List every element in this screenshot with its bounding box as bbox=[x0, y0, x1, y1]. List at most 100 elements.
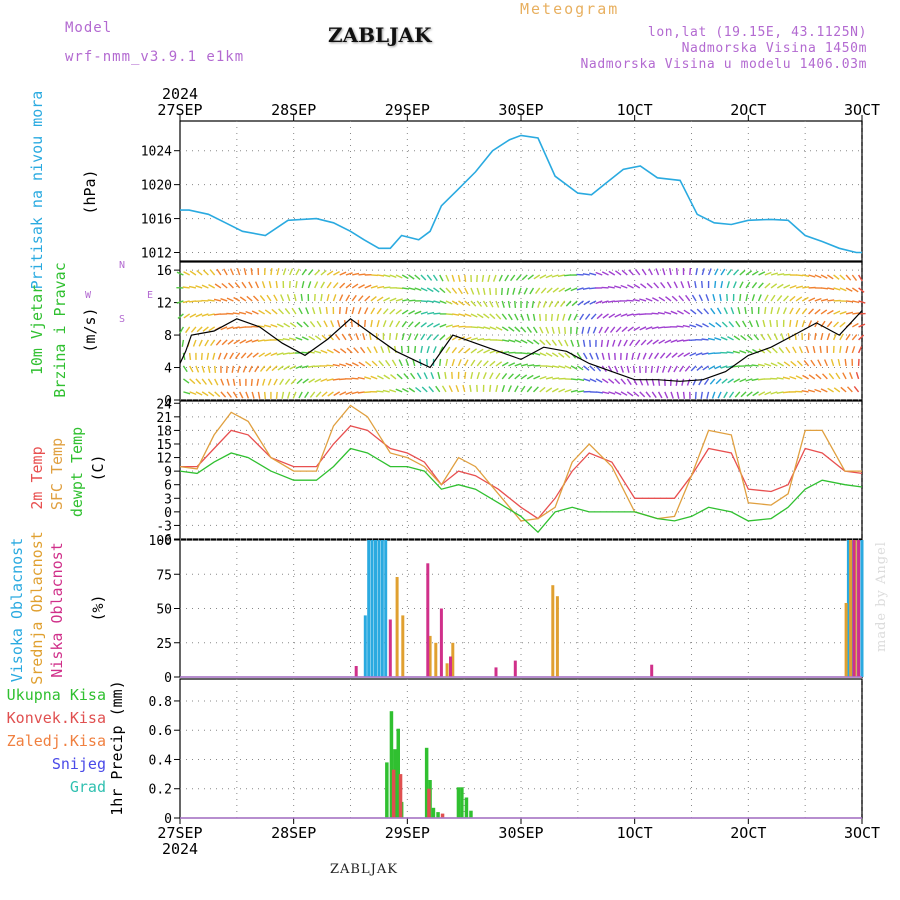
wind-barb bbox=[364, 361, 372, 367]
precip-bar bbox=[456, 787, 461, 818]
watermark: made by Angel bbox=[874, 541, 889, 652]
wind-barb bbox=[420, 274, 427, 281]
wind-barb bbox=[364, 376, 372, 380]
wind-barb bbox=[835, 372, 841, 380]
wind-barb bbox=[289, 365, 297, 370]
wind-barb bbox=[789, 284, 797, 289]
precip-legend-4: Grad bbox=[70, 778, 106, 796]
wind-barb bbox=[383, 297, 391, 302]
wind-barb bbox=[220, 326, 228, 331]
wind-barb bbox=[632, 313, 640, 316]
wind-barb bbox=[320, 349, 328, 354]
wind-barb bbox=[420, 322, 427, 328]
precip-bar bbox=[385, 762, 389, 818]
wind-barb bbox=[684, 365, 691, 372]
wind-barb bbox=[514, 339, 522, 344]
wind-barb bbox=[789, 319, 792, 328]
wind-barb bbox=[458, 325, 466, 328]
precip-frame bbox=[179, 678, 863, 819]
wind-barb bbox=[564, 274, 572, 277]
wind-barb bbox=[477, 326, 485, 329]
wind-barb bbox=[451, 274, 455, 282]
wind-barb bbox=[520, 374, 528, 380]
wind-barb bbox=[735, 320, 741, 328]
wind-barb bbox=[659, 352, 666, 359]
top-xtick-label: 27SEP bbox=[157, 101, 202, 119]
wind-barb bbox=[614, 313, 622, 318]
precip-ytick-label: 0.8 bbox=[149, 695, 172, 710]
wind-barb bbox=[751, 378, 759, 382]
wind-barb bbox=[714, 268, 719, 276]
wind-barb bbox=[464, 274, 467, 282]
wind-barb bbox=[326, 294, 330, 302]
wind-barb bbox=[805, 346, 810, 354]
wind-barb bbox=[402, 298, 410, 302]
wind-barb bbox=[609, 326, 616, 333]
wind-barb bbox=[189, 365, 194, 373]
wind-barb bbox=[507, 300, 511, 308]
wind-barb bbox=[608, 270, 616, 276]
wind-barb bbox=[826, 321, 833, 328]
wind-dir-e: E bbox=[147, 290, 153, 301]
wind-barb bbox=[685, 294, 691, 302]
wind-barb bbox=[614, 391, 622, 396]
wind-barb bbox=[858, 287, 865, 293]
wind-barb bbox=[739, 378, 747, 383]
temp-2m-title: 2m Temp bbox=[28, 446, 46, 509]
wind-barb bbox=[557, 339, 563, 347]
wind-barb bbox=[464, 347, 471, 354]
wind-barb bbox=[332, 378, 340, 381]
wind-barb bbox=[395, 274, 403, 279]
wind-barb bbox=[676, 339, 684, 343]
wind-barb bbox=[548, 300, 553, 308]
wind-barb bbox=[213, 298, 222, 302]
wind-barb bbox=[382, 320, 387, 328]
wind-barb bbox=[412, 358, 416, 367]
wind-barb bbox=[407, 333, 412, 341]
wind-barb bbox=[243, 268, 247, 276]
wind-barb bbox=[476, 313, 484, 319]
wind-barb bbox=[395, 332, 398, 341]
cloud-bar bbox=[451, 642, 455, 678]
wind-barb bbox=[307, 269, 314, 276]
wind-barb bbox=[745, 378, 753, 382]
wind-barb bbox=[833, 287, 841, 291]
wind-barb bbox=[345, 391, 353, 395]
wind-barb bbox=[673, 281, 678, 289]
wind-barb bbox=[445, 313, 454, 316]
wind-barb bbox=[470, 359, 476, 367]
wind-barb bbox=[802, 286, 810, 289]
wind-barb bbox=[661, 365, 666, 373]
wind-barb bbox=[820, 287, 829, 290]
wind-barb bbox=[508, 351, 516, 354]
footer-station: ZABLJAK bbox=[330, 862, 398, 877]
wind-barb bbox=[501, 287, 503, 296]
wind-barb bbox=[489, 326, 497, 331]
wind-barb bbox=[346, 347, 353, 354]
wind-barb bbox=[358, 284, 365, 289]
wind-barb bbox=[858, 334, 865, 341]
wind-barb bbox=[720, 280, 724, 289]
model-name: wrf-nmm_v3.9.1 e1km bbox=[65, 49, 245, 65]
wind-barb bbox=[648, 352, 653, 360]
wind-barb bbox=[789, 295, 796, 302]
model-label: Model bbox=[65, 20, 113, 36]
wind-barb bbox=[380, 346, 385, 354]
cloud-bar bbox=[428, 635, 432, 677]
wind-barb bbox=[732, 281, 737, 289]
wind-barb bbox=[207, 299, 215, 302]
wind-barb bbox=[370, 285, 378, 289]
wind-barb bbox=[407, 321, 414, 328]
wind-barb bbox=[395, 309, 402, 315]
wind-barb bbox=[557, 274, 565, 278]
wind-barb bbox=[708, 322, 716, 328]
wind-barb bbox=[764, 294, 769, 302]
wind-barb bbox=[683, 309, 691, 315]
bottom-xtick-label: 28SEP bbox=[271, 824, 316, 842]
wind-barb bbox=[587, 326, 591, 334]
wind-barb bbox=[326, 270, 334, 276]
wind-barb bbox=[270, 352, 278, 357]
wind-barb bbox=[520, 363, 528, 367]
wind-barb bbox=[646, 282, 653, 289]
wind-barb bbox=[283, 322, 291, 328]
